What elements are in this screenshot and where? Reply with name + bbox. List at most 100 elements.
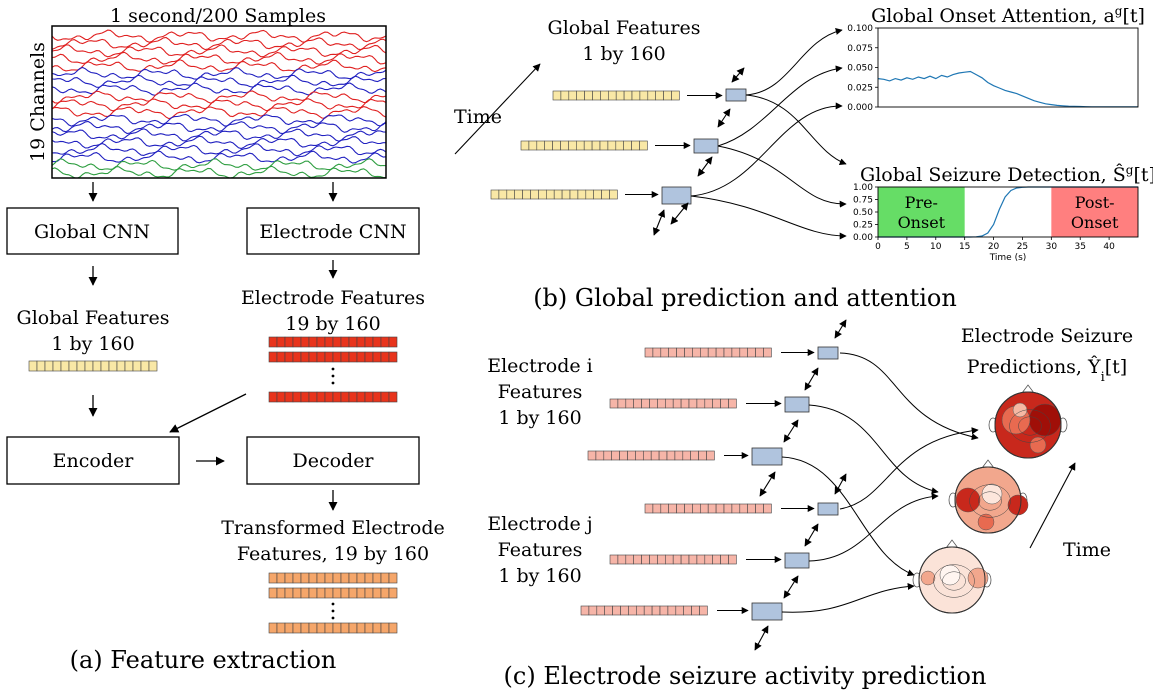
feature-cell <box>575 140 585 151</box>
feature-cell <box>585 189 594 200</box>
feature-cell <box>607 90 617 101</box>
feature-cell <box>380 587 390 599</box>
attention-curve <box>690 102 843 197</box>
feature-cell <box>308 336 318 348</box>
eeg-title: 1 second/200 Samples <box>110 5 326 27</box>
feature-cell <box>316 336 326 348</box>
contour-line <box>942 571 966 591</box>
feature-cell <box>676 503 685 514</box>
bidirectional-arrow <box>834 319 847 339</box>
feature-cell <box>276 391 286 403</box>
feature-cell <box>692 347 701 358</box>
contour-line <box>978 491 1002 511</box>
transformed-feature-row <box>268 572 398 584</box>
feature-cell <box>348 336 358 348</box>
x-tick-label: 0 <box>875 242 881 252</box>
bidirectional-arrow <box>754 625 769 651</box>
feature-cell <box>601 189 610 200</box>
feature-cell <box>712 398 721 409</box>
feature-cell <box>324 587 334 599</box>
feature-cell <box>284 351 294 363</box>
feature-cell <box>372 587 382 599</box>
feature-cell <box>609 189 618 200</box>
feature-cell <box>690 450 699 461</box>
feature-cell <box>292 572 302 584</box>
y-tick-label: 1.00 <box>853 183 873 193</box>
feature-cell <box>635 450 644 461</box>
feature-cell <box>720 398 729 409</box>
feature-cell <box>372 622 382 634</box>
feature-cell <box>603 450 612 461</box>
feature-cell <box>316 622 326 634</box>
x-tick-label: 35 <box>1074 242 1085 252</box>
feature-cell <box>671 90 680 101</box>
transformed-feature-row <box>268 587 398 599</box>
global-features-title-b: Global Features <box>548 17 701 39</box>
feature-cell <box>723 503 733 514</box>
eeg-channel-trace <box>52 106 386 120</box>
pred-title-line-2: Predictions, Ŷi[t] <box>967 355 1127 385</box>
caption-b: (b) Global prediction and attention <box>533 284 957 312</box>
feature-cell <box>332 351 342 363</box>
feature-cell <box>591 140 601 151</box>
head-border <box>994 391 1062 459</box>
feature-cell <box>372 351 382 363</box>
feature-cell <box>639 90 649 101</box>
feature-cell <box>316 391 326 403</box>
feature-cell <box>568 90 577 101</box>
feature-cell <box>364 336 374 348</box>
feature-cell <box>356 572 366 584</box>
data-series-line <box>877 70 1138 108</box>
eeg-channel-trace <box>52 51 386 65</box>
feature-cell <box>284 587 294 599</box>
x-tick-label: 40 <box>1103 242 1115 252</box>
feature-cell <box>680 398 690 409</box>
feature-cell <box>324 572 334 584</box>
feature-cell <box>372 336 382 348</box>
feature-cell <box>615 140 624 151</box>
feature-cell <box>576 90 585 101</box>
feature-cell <box>380 622 390 634</box>
electrode-feature-vector-step <box>609 398 737 409</box>
contour-line <box>969 484 1011 518</box>
feature-cell <box>706 450 715 461</box>
feature-cell <box>276 351 286 363</box>
chart-frame <box>877 27 1139 108</box>
electrode-attention-curves <box>781 352 979 613</box>
feature-cell <box>600 90 609 101</box>
caption-a: (a) Feature extraction <box>70 646 337 674</box>
feature-cell <box>544 140 553 151</box>
feature-cell <box>364 391 374 403</box>
electrode-feature-row <box>268 336 398 348</box>
feature-cell <box>356 587 366 599</box>
feature-cell <box>707 347 717 358</box>
feature-cell <box>300 587 310 599</box>
feature-cell <box>92 360 102 372</box>
feature-cell <box>628 605 637 616</box>
x-tick-label: 20 <box>988 242 1000 252</box>
electrode-curve <box>839 352 979 441</box>
global-cnn-box <box>6 207 179 255</box>
feature-cell <box>683 605 692 616</box>
attention-curve <box>745 94 847 165</box>
feature-cell <box>688 398 698 409</box>
eeg-channel-trace <box>52 44 386 58</box>
feature-cell <box>763 347 772 358</box>
feature-cell <box>380 336 390 348</box>
feature-cell <box>332 391 342 403</box>
bidirectional-arrow <box>717 108 731 128</box>
feature-cell <box>631 90 641 101</box>
feature-cell <box>506 189 515 200</box>
feature-cell <box>372 572 382 584</box>
feature-cell <box>300 391 310 403</box>
nose <box>1021 384 1035 394</box>
feature-cell <box>324 336 334 348</box>
feature-cell <box>348 572 358 584</box>
feature-cell <box>284 622 294 634</box>
eeg-channel-trace <box>52 98 386 112</box>
nose <box>945 539 959 549</box>
feature-cell <box>649 554 658 565</box>
feature-cell <box>364 572 374 584</box>
feature-cell <box>617 398 627 409</box>
